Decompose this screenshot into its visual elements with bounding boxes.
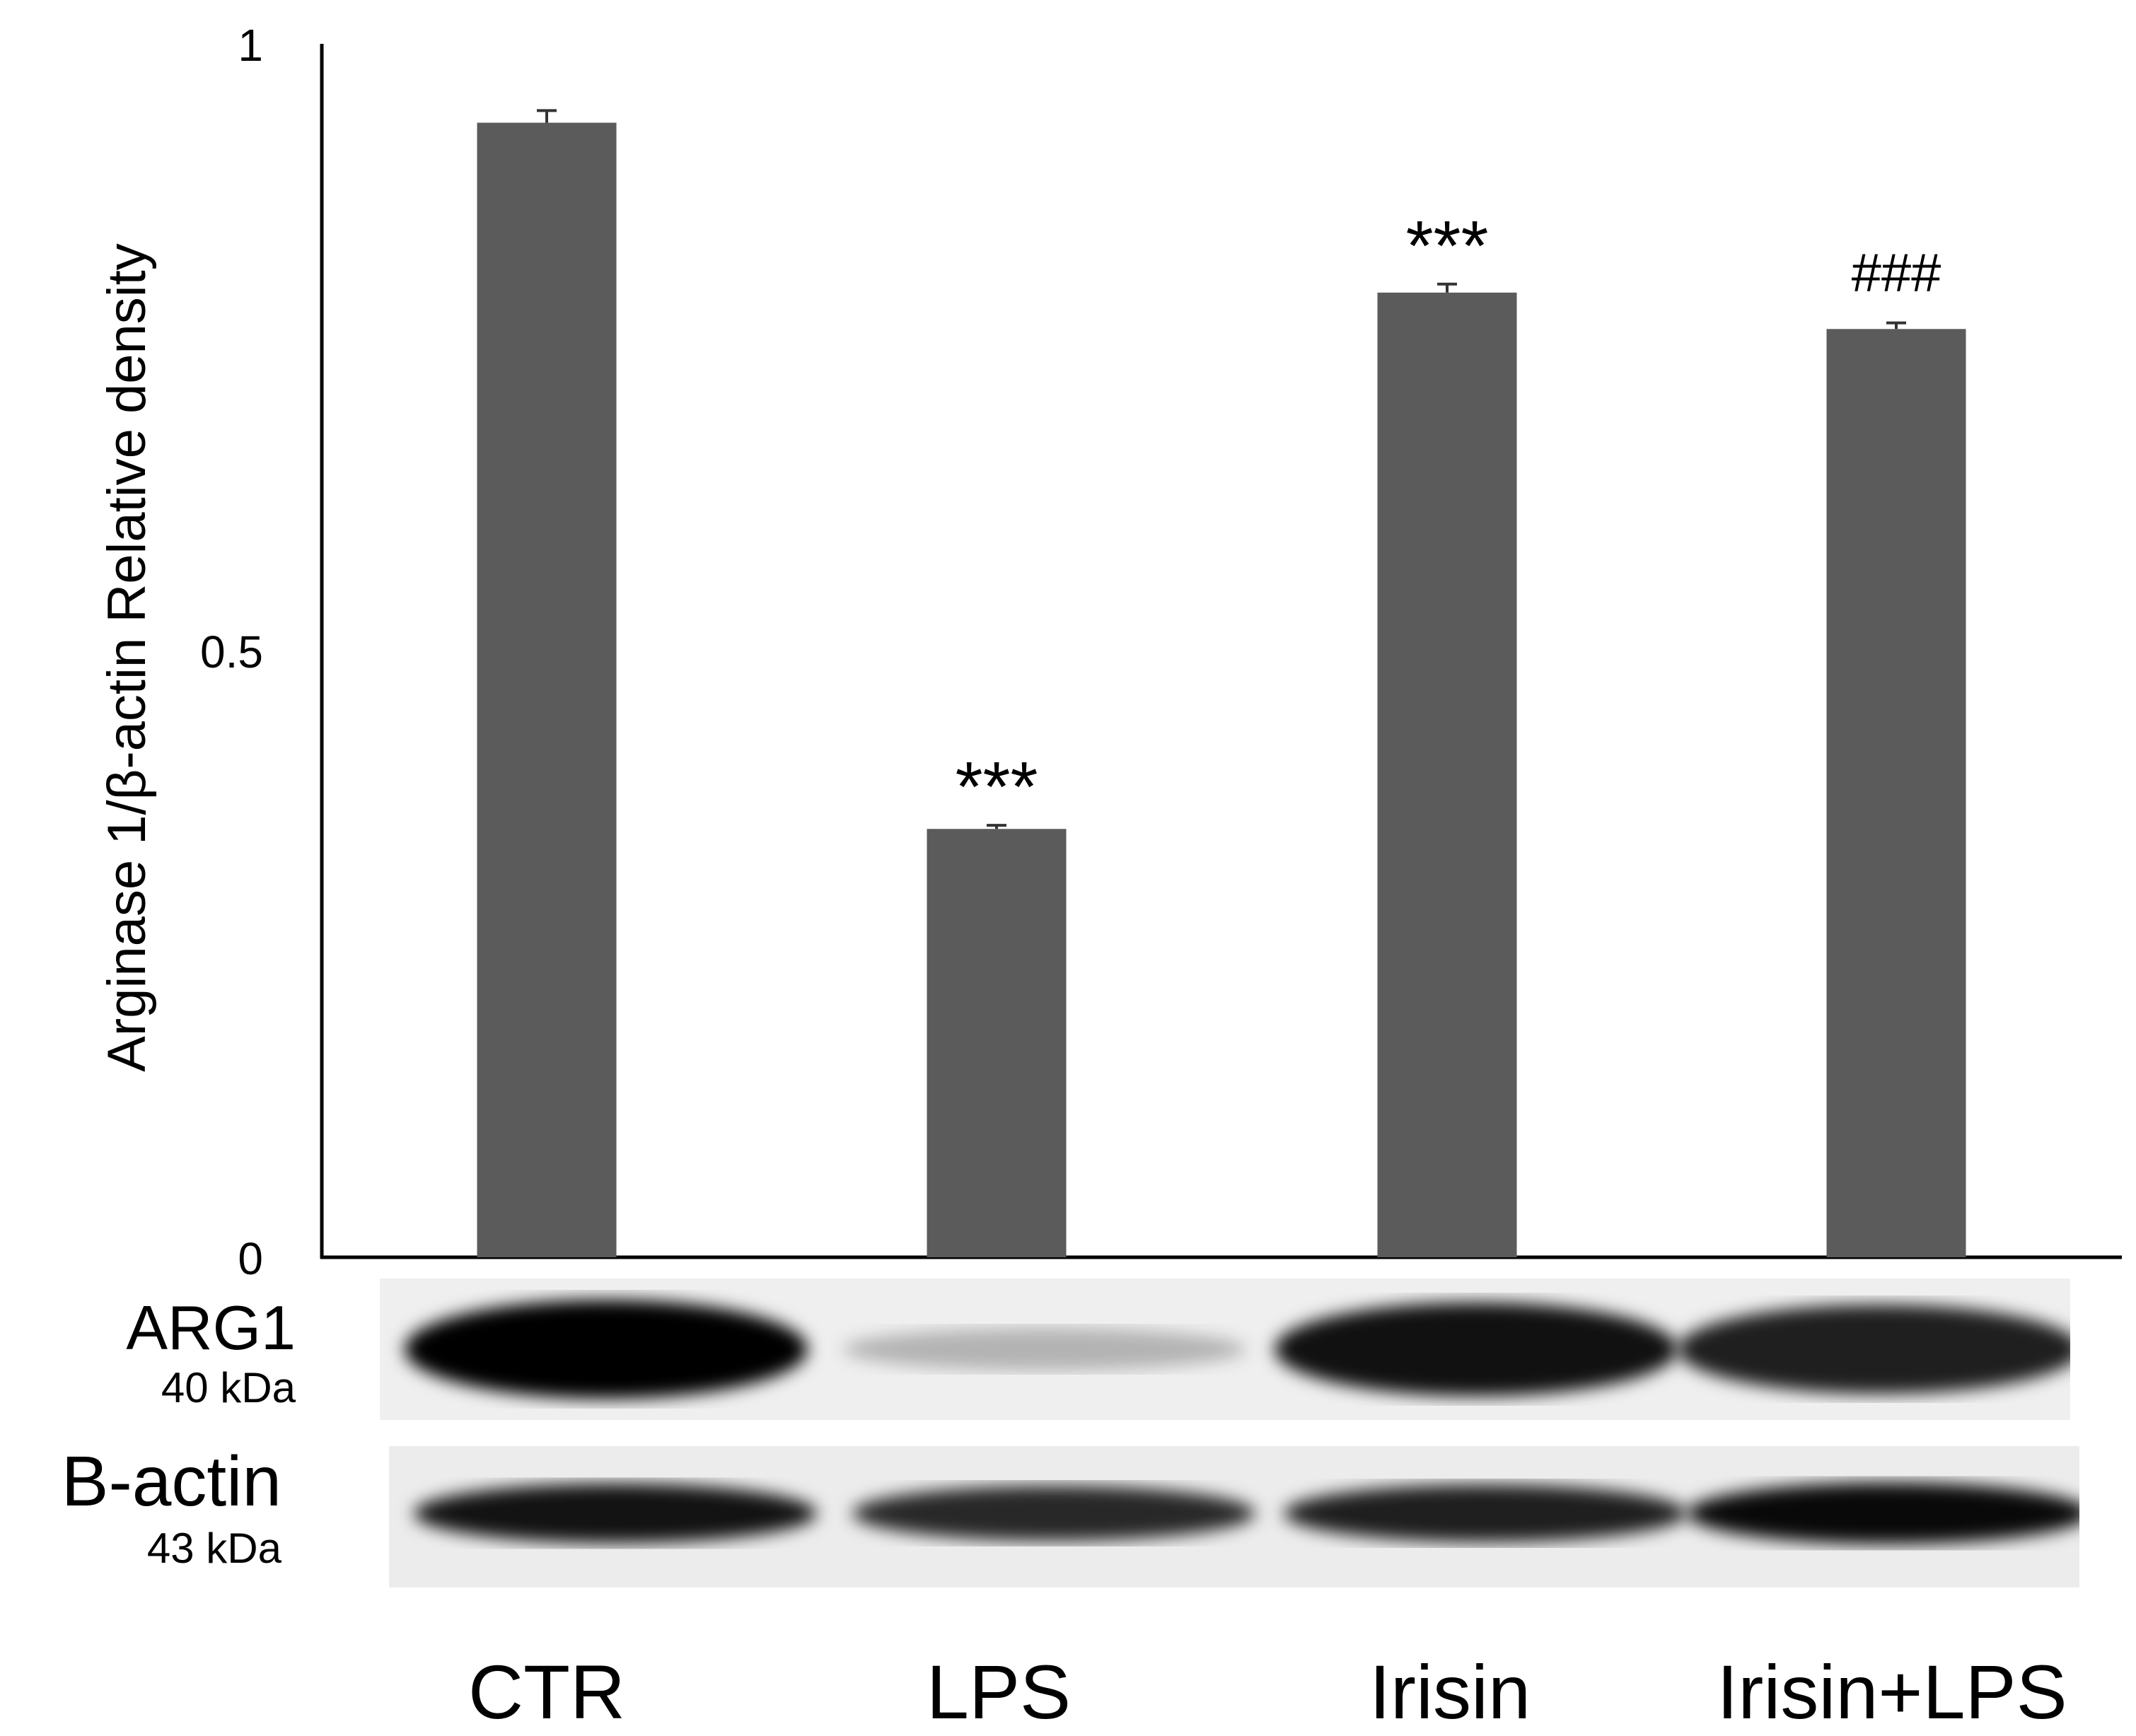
blot-label-arg1: ARG1 40 kDa [21,1294,296,1414]
arg1-blot [380,1278,2081,1420]
category-label-irisin: Irisin [1369,1649,1531,1735]
blot-band [1687,1482,2090,1544]
bar [477,122,617,1257]
bactin-blot [389,1446,2090,1588]
blot-band [843,1328,1246,1370]
blot-band [1275,1302,1678,1397]
blot-name-bactin: B-actin [61,1442,281,1521]
category-label-lps: LPS [926,1649,1072,1735]
significance-label: ### [1852,243,1941,303]
blot-band [414,1483,817,1544]
blot-band [405,1300,808,1399]
y-tick-label: 0 [238,1233,263,1284]
significance-label: *** [1406,206,1489,286]
blot-label-bactin: B-actin 43 kDa [7,1443,281,1577]
y-tick-label: 1 [238,20,263,71]
bar [927,829,1067,1257]
category-label-irisin-lps: Irisin+LPS [1717,1649,2067,1735]
y-axis-label: Arginase 1/β-actin Relative density [97,243,157,1072]
bar [1826,329,1966,1257]
y-tick-label: 0.5 [200,627,263,677]
blot-size-bactin: 43 kDa [146,1525,281,1572]
blot-band [1678,1304,2081,1394]
blot-band [852,1485,1255,1542]
category-label-ctr: CTR [468,1649,625,1735]
bar [1377,292,1517,1257]
blot-name-arg1: ARG1 [126,1293,296,1363]
blot-size-arg1: 40 kDa [161,1364,296,1411]
blot-band [1284,1484,1687,1542]
significance-label: *** [956,747,1038,827]
